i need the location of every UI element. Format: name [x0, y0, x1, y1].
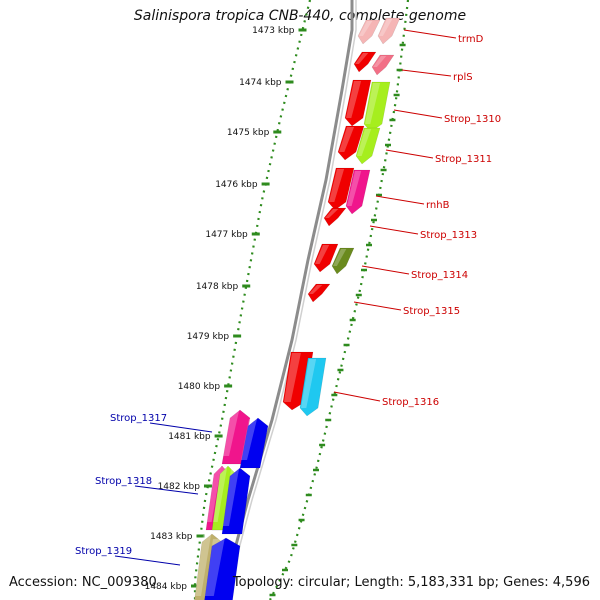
- gene-strop-1311-cog-highlight: [357, 129, 372, 156]
- scale-label: 1475 kbp: [227, 128, 270, 138]
- gene-label-forward: Strop_1315: [403, 306, 460, 317]
- gene-label-forward: Strop_1310: [444, 114, 501, 125]
- gene-label-reverse: Strop_1319: [75, 546, 132, 557]
- gene-strop-1315-highlight: [309, 285, 323, 294]
- gene-trmD-cog-highlight: [379, 19, 393, 36]
- gene-label-forward: trmD: [458, 34, 484, 45]
- map-title: Salinispora tropica CNB-440, complete ge…: [133, 8, 467, 24]
- gene-label-reverse: Strop_1317: [110, 413, 167, 424]
- gene-strop-1318: [221, 467, 251, 535]
- gene-strop-1316-highlight: [284, 353, 301, 402]
- scale-label: 1477 kbp: [205, 230, 248, 240]
- gene-rplS-cog: [371, 54, 395, 76]
- gene-strop-1316-cog: [299, 357, 327, 417]
- gene-rplS-highlight: [355, 53, 369, 64]
- gene-label-leader: [114, 555, 181, 566]
- gene-label-leader: [403, 29, 457, 39]
- gene-label-leader: [134, 485, 199, 495]
- gene-strop-1317-cog: [221, 409, 251, 465]
- gene-label-leader: [375, 195, 425, 205]
- gene-strop-1310-cog-highlight: [365, 83, 381, 124]
- gene-rnhB-cog: [345, 169, 371, 215]
- gene-trmD: [357, 19, 381, 45]
- gene-strop-1314-highlight: [315, 245, 330, 264]
- gene-rnhB-cog-highlight: [347, 171, 362, 206]
- gene-label-leader: [385, 149, 434, 159]
- gene-label-leader: [149, 422, 213, 433]
- scale-label: 1484 kbp: [145, 582, 188, 592]
- gene-strop-1315: [307, 283, 331, 303]
- gene-strop-1314-cog: [331, 247, 355, 275]
- gene-label-leader: [353, 301, 402, 311]
- topology-summary: Topology: circular; Length: 5,183,331 bp…: [232, 575, 590, 590]
- gene-strop-1313-highlight: [325, 209, 339, 218]
- gene-label-leader: [333, 391, 381, 402]
- gene-strop-1317: [239, 417, 269, 469]
- backbone-line: [224, 0, 354, 600]
- gene-rnhB-highlight: [329, 169, 345, 202]
- gene-strop-1311: [337, 125, 365, 161]
- scale-label: 1482 kbp: [158, 482, 201, 492]
- gene-trmD-cog: [377, 17, 401, 45]
- gene-label-leader: [361, 265, 410, 275]
- scale-label: 1481 kbp: [168, 432, 211, 442]
- gene-strop-1310: [344, 79, 372, 127]
- gene-strop-1319-cog-highlight: [195, 535, 211, 596]
- gene-strop-1319-highlight: [205, 539, 225, 596]
- gene-strop-1317-cog-highlight: [223, 411, 239, 456]
- gene-label-leader: [393, 109, 443, 119]
- gene-strop-1318-highlight: [223, 469, 239, 526]
- gene-label-forward: rplS: [453, 72, 473, 83]
- gene-strop-1311-cog: [355, 127, 381, 165]
- backbone-shadow: [229, 0, 357, 600]
- gene-strop-1318-strip-highlight: [207, 467, 222, 522]
- gene-strop-1314: [313, 243, 339, 273]
- gene-strop-1313: [323, 207, 347, 227]
- gene-strop-1311-highlight: [339, 127, 355, 152]
- scale-label: 1476 kbp: [215, 180, 258, 190]
- scale-label: 1483 kbp: [150, 532, 193, 542]
- gene-label-forward: rnhB: [426, 200, 450, 211]
- gene-trmD-highlight: [359, 21, 373, 36]
- accession-label: Accession: NC_009380: [9, 575, 157, 590]
- gene-label-reverse: Strop_1318: [95, 476, 152, 487]
- gene-label-leader: [369, 225, 419, 235]
- gene-strop-1310-highlight: [346, 81, 362, 118]
- scale-label: 1479 kbp: [187, 332, 230, 342]
- gene-strop-1319: [204, 537, 241, 600]
- gene-strop-1318-cog-highlight: [213, 467, 228, 522]
- scale-ring-dotted: [193, 0, 312, 600]
- gene-label-leader: [401, 69, 452, 77]
- gene-strop-1316-cog-highlight: [301, 359, 317, 408]
- gene-label-forward: Strop_1316: [382, 397, 439, 408]
- gene-rplS: [353, 51, 377, 73]
- gene-rnhB: [327, 167, 355, 211]
- gene-strop-1317-highlight: [241, 419, 257, 460]
- gene-strop-1314-cog-highlight: [333, 249, 347, 266]
- gene-label-forward: Strop_1314: [411, 270, 468, 281]
- scale-label: 1474 kbp: [239, 78, 282, 88]
- gene-label-forward: Strop_1311: [435, 154, 492, 165]
- scale-label: 1478 kbp: [196, 282, 239, 292]
- gene-label-forward: Strop_1313: [420, 230, 477, 241]
- scale-label: 1480 kbp: [178, 382, 221, 392]
- scale-label: 1473 kbp: [252, 26, 295, 36]
- gene-rplS-cog-highlight: [373, 56, 387, 67]
